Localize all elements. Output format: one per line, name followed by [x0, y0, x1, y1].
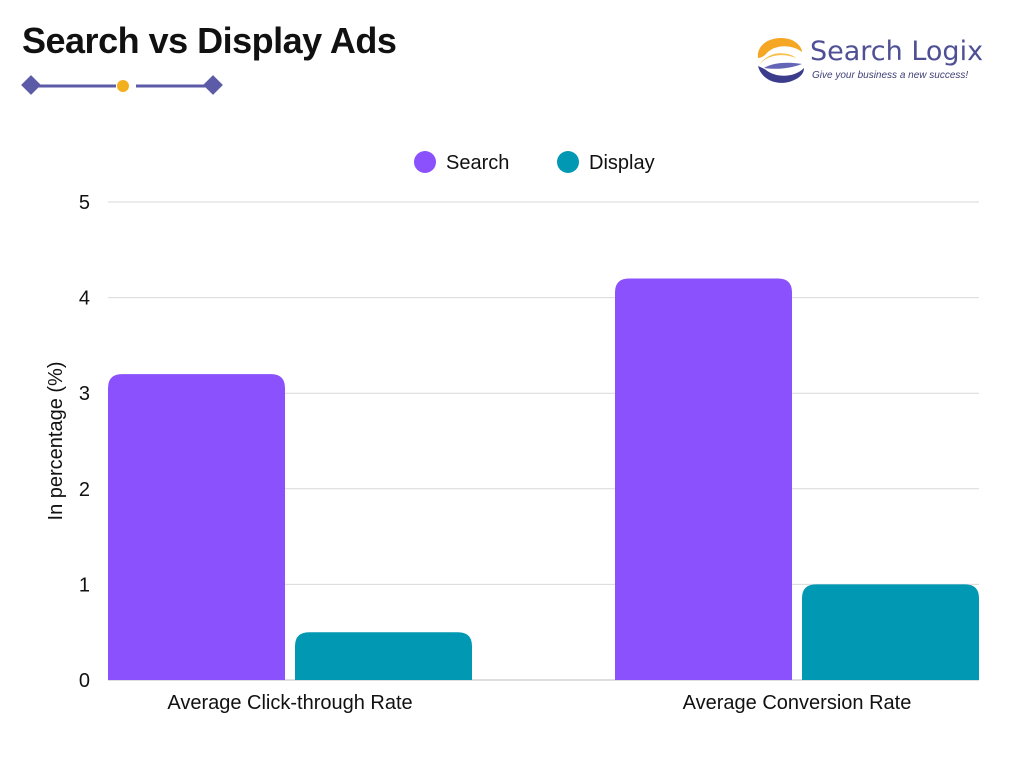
bar-display-1[interactable] [295, 632, 472, 680]
y-tick-label: 4 [79, 288, 90, 310]
page-title: Search vs Display Ads [22, 20, 397, 61]
x-category-label: Average Click-through Rate [167, 692, 412, 714]
legend[interactable]: Search Display [414, 151, 655, 174]
decoration-dot [117, 80, 129, 92]
swirl-logo-icon [757, 38, 804, 83]
x-category-label: Average Conversion Rate [683, 692, 912, 714]
y-tick-label: 0 [79, 670, 90, 692]
bars [108, 278, 979, 680]
brand-logo: Search Logix Give your business a new su… [752, 32, 992, 92]
y-tick-label: 1 [79, 574, 90, 596]
y-axis-title: In percentage (%) [45, 362, 67, 521]
bar-search-1[interactable] [108, 374, 285, 680]
legend-label-search: Search [446, 152, 509, 174]
y-tick-label: 5 [79, 192, 90, 214]
bar-search-2[interactable] [615, 278, 792, 680]
legend-dot-display [557, 151, 579, 173]
title-decoration [21, 75, 223, 95]
y-tick-label: 3 [79, 383, 90, 405]
x-axis-labels: Average Click-through Rate Average Conver… [167, 692, 911, 714]
legend-dot-search [414, 151, 436, 173]
y-tick-label: 2 [79, 479, 90, 501]
y-axis-ticks: 0 1 2 3 4 5 [79, 192, 90, 692]
logo-tagline: Give your business a new success! [812, 70, 969, 81]
decoration-diamond-left [21, 75, 41, 95]
logo-name: Search Logix [810, 36, 984, 67]
bar-display-2[interactable] [802, 584, 979, 680]
legend-label-display: Display [589, 152, 655, 174]
